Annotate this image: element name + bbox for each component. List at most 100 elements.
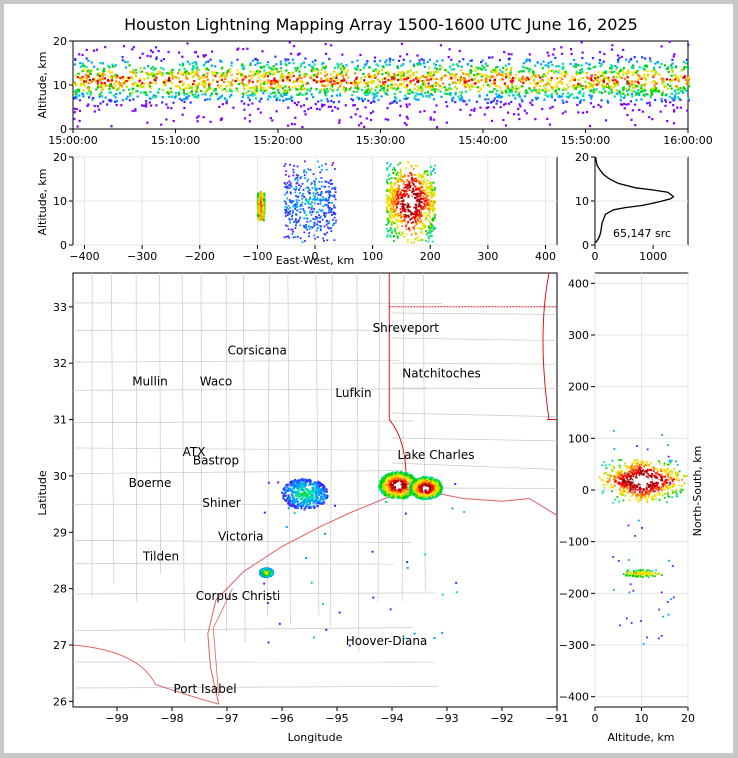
- ew-source: [325, 212, 328, 215]
- time-height-source: [531, 99, 534, 102]
- time-height-source: [431, 93, 434, 97]
- time-height-source: [596, 77, 599, 81]
- time-height-source: [493, 97, 496, 100]
- ew-source: [415, 180, 418, 183]
- time-height-source: [282, 92, 285, 95]
- time-height-source: [140, 70, 143, 73]
- ew-source: [313, 208, 316, 210]
- ew-source: [422, 207, 425, 210]
- time-height-source: [405, 75, 408, 79]
- time-height-source: [386, 84, 390, 87]
- ew-source: [432, 194, 435, 197]
- time-height-source: [470, 108, 473, 112]
- time-height-source: [501, 91, 504, 95]
- ew-source: [388, 214, 390, 217]
- time-height-source: [551, 63, 554, 66]
- ew-source: [304, 177, 306, 180]
- time-height-source: [132, 46, 135, 49]
- ew-source: [262, 213, 265, 215]
- time-height-source: [191, 93, 194, 96]
- ew-source: [399, 169, 402, 172]
- ew-source: [431, 225, 434, 228]
- time-height-source: [385, 63, 388, 66]
- ew-source: [310, 206, 312, 209]
- time-height-source: [81, 75, 84, 79]
- time-height-source: [363, 75, 367, 78]
- ew-source: [412, 194, 415, 197]
- time-height-source: [631, 86, 635, 89]
- ew-source: [286, 211, 289, 213]
- time-height-source: [80, 82, 83, 85]
- ew-source: [295, 185, 297, 188]
- ew-source: [320, 177, 323, 179]
- ew-source: [257, 192, 260, 195]
- time-height-source: [645, 78, 648, 81]
- time-height-source: [625, 58, 628, 61]
- time-height-source: [373, 56, 377, 59]
- time-height-source: [551, 105, 554, 108]
- time-height-source: [152, 96, 155, 99]
- county-line: [377, 272, 381, 603]
- ew-source: [396, 215, 399, 218]
- time-height-source: [325, 91, 328, 94]
- time-height-source: [572, 65, 575, 68]
- time-height-source: [511, 86, 514, 89]
- time-height-source: [248, 87, 251, 90]
- time-height-source: [73, 111, 76, 114]
- ew-source: [426, 182, 429, 185]
- time-height-source: [617, 90, 620, 93]
- time-height-source: [257, 107, 260, 111]
- ew-ylabel: Altitude, km: [36, 168, 49, 235]
- time-height-source: [393, 72, 396, 76]
- time-height-source: [552, 53, 555, 56]
- time-height-source: [273, 91, 277, 94]
- time-height-source: [272, 91, 275, 94]
- ew-source: [396, 218, 399, 221]
- ew-source: [419, 201, 422, 204]
- ew-source: [320, 185, 323, 188]
- ew-source: [402, 189, 404, 192]
- ew-source: [293, 188, 295, 190]
- time-height-source: [405, 103, 408, 106]
- time-height-source: [419, 79, 422, 82]
- time-height-source: [602, 60, 605, 63]
- ew-source: [325, 220, 328, 223]
- time-height-source: [634, 84, 637, 88]
- time-height-source: [302, 104, 306, 107]
- ew-source: [386, 201, 389, 203]
- ew-source: [413, 217, 416, 220]
- time-height-source: [219, 118, 222, 122]
- ew-source: [286, 213, 289, 216]
- time-height-source: [278, 99, 281, 102]
- time-height-source: [614, 78, 617, 82]
- time-height-source: [88, 78, 91, 82]
- time-height-source: [75, 89, 78, 92]
- time-height-source: [548, 69, 551, 72]
- ew-source: [327, 182, 330, 184]
- ew-source: [328, 227, 331, 230]
- ew-source: [261, 198, 264, 201]
- time-height-source: [90, 61, 93, 64]
- time-height-source: [143, 82, 146, 85]
- time-height-source: [484, 74, 487, 77]
- time-height-source: [510, 81, 514, 84]
- time-height-source: [427, 79, 430, 82]
- time-height-source: [124, 81, 127, 84]
- time-height-source: [112, 94, 116, 97]
- time-height-source: [556, 86, 559, 89]
- time-height-source: [572, 84, 575, 87]
- time-height-source: [216, 97, 220, 101]
- time-height-source: [372, 97, 375, 100]
- time-height-ylabel: Altitude, km: [36, 51, 49, 118]
- time-height-source: [631, 95, 634, 98]
- time-height-source: [634, 123, 637, 127]
- ew-source: [334, 186, 337, 189]
- time-height-source: [133, 81, 137, 84]
- time-height-source: [373, 100, 376, 103]
- time-height-source: [602, 87, 605, 90]
- time-height-source: [320, 88, 323, 91]
- time-height-source: [73, 97, 76, 100]
- time-height-source: [108, 85, 111, 88]
- time-height-source: [429, 74, 432, 77]
- time-height-source: [185, 70, 188, 73]
